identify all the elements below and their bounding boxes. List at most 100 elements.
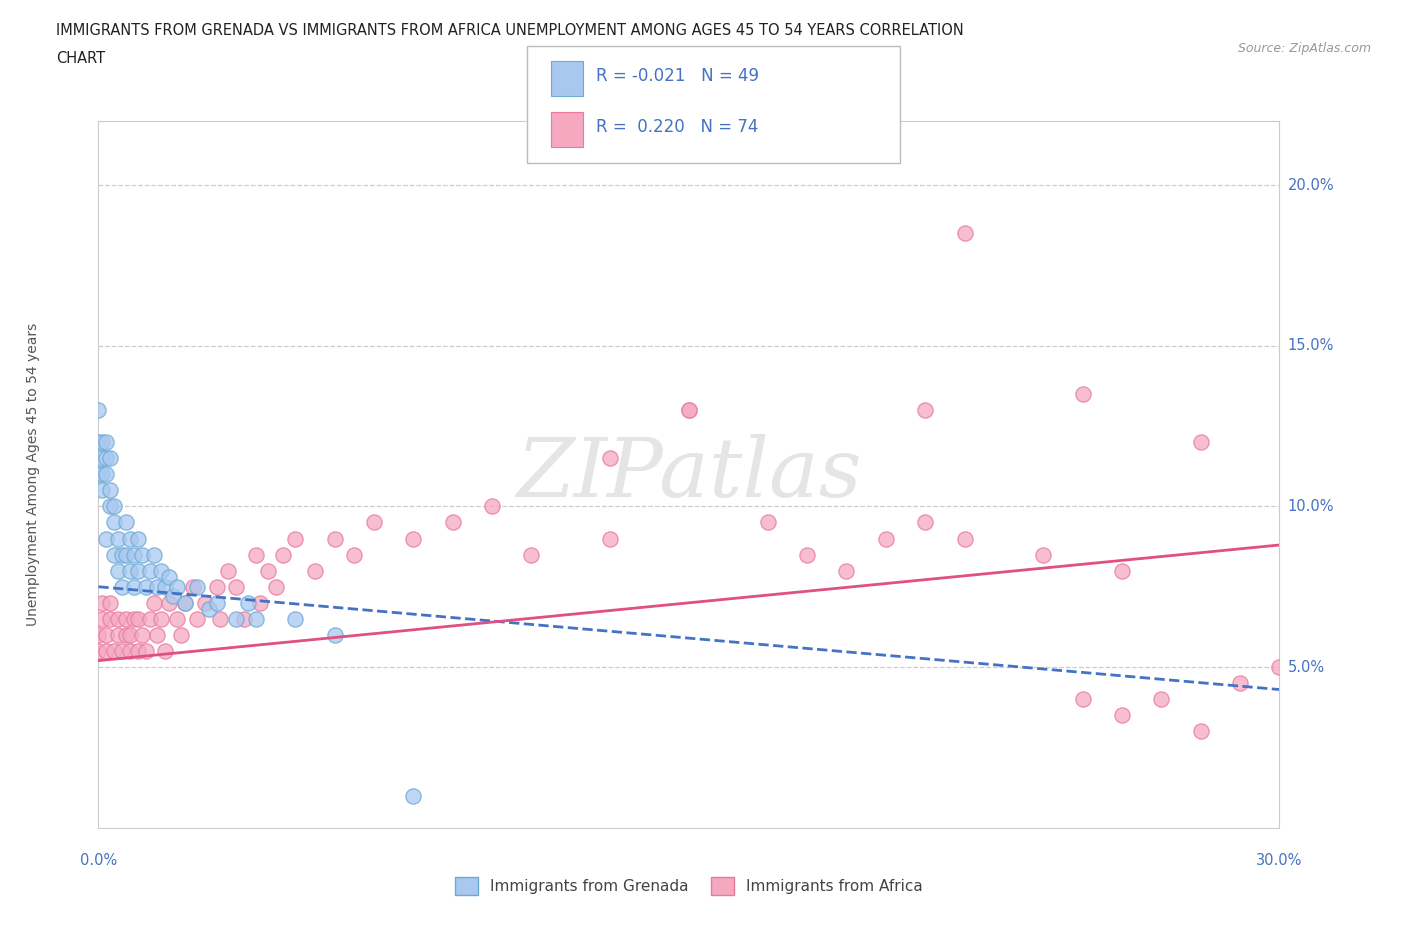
Point (835, 564, 858, 578)
Point (162, 589, 184, 604)
Point (205, 579, 228, 594)
Point (96, 531, 118, 546)
Point (236, 595, 259, 610)
Point (103, 515, 125, 530)
Point (678, 403, 700, 418)
Text: R =  0.220   N = 74: R = 0.220 N = 74 (596, 118, 758, 136)
Point (98, 483, 121, 498)
Point (118, 628, 141, 643)
Point (197, 602, 219, 617)
Text: Source: ZipAtlas.com: Source: ZipAtlas.com (1237, 42, 1371, 55)
Text: CHART: CHART (56, 51, 105, 66)
Point (127, 531, 149, 546)
Text: ZIPatlas: ZIPatlas (516, 434, 862, 514)
Point (91, 595, 114, 610)
Point (599, 531, 621, 546)
Point (194, 595, 217, 610)
Point (284, 611, 307, 626)
Text: 10.0%: 10.0% (1288, 498, 1334, 514)
Point (107, 564, 129, 578)
Point (233, 611, 256, 626)
Point (87, 644, 110, 658)
Point (1268, 659, 1291, 674)
Point (273, 547, 295, 562)
Point (91, 611, 114, 626)
Point (953, 531, 976, 546)
Point (91, 483, 114, 498)
Point (150, 564, 173, 578)
Point (225, 611, 247, 626)
Point (87, 628, 110, 643)
Point (796, 547, 818, 562)
Point (111, 644, 134, 658)
Point (323, 628, 346, 643)
Point (103, 499, 125, 514)
Point (107, 531, 129, 546)
Point (111, 547, 134, 562)
Point (122, 579, 145, 594)
Legend: Immigrants from Grenada, Immigrants from Africa: Immigrants from Grenada, Immigrants from… (449, 870, 929, 901)
Point (245, 611, 267, 626)
Point (96, 451, 118, 466)
Point (127, 644, 149, 658)
Point (914, 515, 936, 530)
Point (953, 226, 976, 241)
Point (166, 579, 188, 594)
Point (1071, 692, 1094, 707)
Text: 5.0%: 5.0% (1288, 659, 1324, 674)
Point (107, 611, 129, 626)
Point (142, 595, 165, 610)
Point (115, 515, 138, 530)
Point (245, 547, 267, 562)
Text: IMMIGRANTS FROM GRENADA VS IMMIGRANTS FROM AFRICA UNEMPLOYMENT AMONG AGES 45 TO : IMMIGRANTS FROM GRENADA VS IMMIGRANTS FR… (56, 23, 965, 38)
Point (103, 644, 125, 658)
Point (1111, 708, 1133, 723)
Point (98, 499, 121, 514)
Point (441, 515, 464, 530)
Point (157, 570, 180, 585)
Point (87, 403, 110, 418)
Point (103, 547, 125, 562)
Point (1032, 547, 1054, 562)
Point (98, 595, 121, 610)
Point (481, 499, 503, 514)
Point (914, 403, 936, 418)
Point (520, 547, 543, 562)
Point (91, 434, 114, 449)
Point (181, 579, 204, 594)
Point (111, 579, 134, 594)
Point (155, 579, 177, 594)
Point (402, 788, 425, 803)
Point (1150, 692, 1173, 707)
Point (205, 595, 228, 610)
Point (284, 531, 307, 546)
Point (138, 611, 160, 626)
Point (87, 467, 110, 482)
Point (1189, 434, 1212, 449)
Point (115, 547, 138, 562)
Point (107, 628, 129, 643)
Point (225, 579, 247, 594)
Point (146, 579, 169, 594)
Point (1071, 387, 1094, 402)
Text: Unemployment Among Ages 45 to 54 years: Unemployment Among Ages 45 to 54 years (27, 323, 41, 626)
Point (343, 547, 366, 562)
Point (363, 515, 385, 530)
Point (249, 595, 271, 610)
Point (264, 579, 287, 594)
Point (678, 403, 700, 418)
Point (91, 467, 114, 482)
Point (209, 611, 232, 626)
Point (118, 531, 141, 546)
Point (150, 611, 173, 626)
Point (155, 644, 177, 658)
Point (599, 451, 621, 466)
Point (1229, 676, 1251, 691)
Point (174, 595, 197, 610)
Point (323, 531, 346, 546)
Point (166, 611, 188, 626)
Point (256, 564, 278, 578)
Text: 20.0%: 20.0% (1288, 178, 1334, 193)
Point (131, 547, 153, 562)
Point (135, 579, 157, 594)
